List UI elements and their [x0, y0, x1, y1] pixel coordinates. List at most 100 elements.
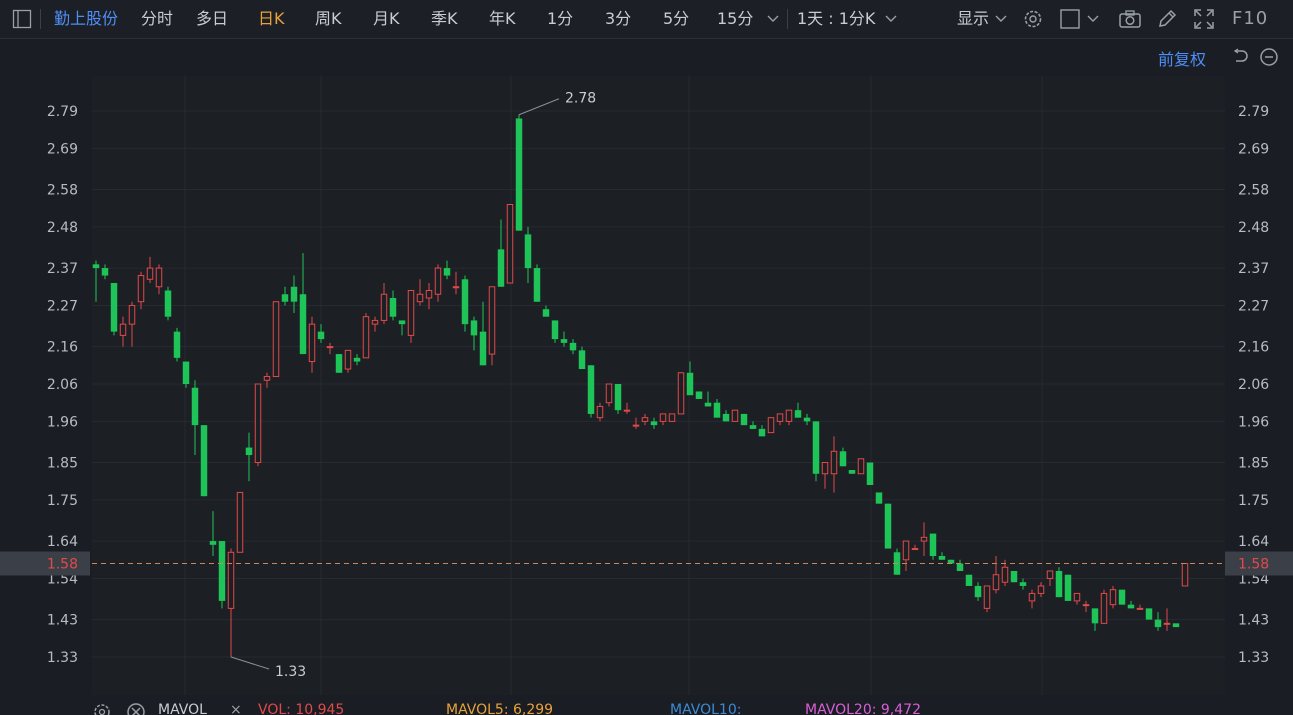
- candle-body: [641, 417, 649, 422]
- tab-5min[interactable]: 5分: [663, 9, 690, 28]
- candle-body: [956, 563, 964, 571]
- candle-body: [1037, 585, 1045, 594]
- candle-body: [551, 320, 559, 340]
- checkbox-icon[interactable]: [1058, 0, 1082, 38]
- candles: [92, 114, 1189, 657]
- indicator-close-icon[interactable]: ×: [230, 702, 242, 715]
- tab-15min[interactable]: 15分: [717, 9, 754, 28]
- sidebar-toggle-icon[interactable]: [10, 0, 34, 38]
- candle-body: [191, 387, 199, 426]
- price-tick-right: 2.37: [1238, 261, 1269, 277]
- high-annotation-leader: [518, 98, 560, 116]
- tab-season-k[interactable]: 季K: [431, 9, 458, 28]
- close-indicator-icon[interactable]: [126, 702, 146, 715]
- candle-body: [488, 286, 496, 355]
- chevron-down-icon[interactable]: [766, 0, 780, 38]
- candle-body: [146, 267, 154, 280]
- chevron-down-icon[interactable]: [884, 0, 898, 38]
- gear-icon[interactable]: [1021, 0, 1045, 38]
- candle-body: [416, 293, 424, 303]
- candle-body: [533, 268, 541, 302]
- display-select[interactable]: 显示: [957, 9, 990, 28]
- indicator-settings-icon[interactable]: [92, 702, 112, 715]
- candle-body: [155, 267, 163, 288]
- tab-fenshi[interactable]: 分时: [141, 9, 174, 28]
- tab-year-k[interactable]: 年K: [489, 9, 516, 28]
- low-annotation-leader: [230, 656, 270, 670]
- price-tick-left: 2.37: [47, 261, 78, 277]
- candle-body: [776, 413, 784, 422]
- f10-button[interactable]: F10: [1232, 8, 1269, 29]
- price-tick-left: 2.79: [47, 104, 78, 120]
- candle-body: [1136, 607, 1144, 610]
- candle-body: [857, 458, 865, 475]
- price-tick-left: 2.06: [47, 377, 78, 393]
- candle-body: [929, 533, 937, 557]
- chevron-down-icon[interactable]: [994, 0, 1008, 38]
- tab-week-k[interactable]: 周K: [315, 9, 342, 28]
- candle-body: [875, 492, 883, 504]
- candle-body: [371, 319, 379, 325]
- candle-body: [812, 421, 820, 474]
- price-tick-right: 1.54: [1238, 571, 1269, 587]
- price-tick-right: 2.48: [1238, 220, 1269, 236]
- candle-body: [866, 462, 874, 485]
- tab-multi-day[interactable]: 多日: [196, 9, 229, 28]
- candle-body: [200, 425, 208, 497]
- price-tick-right: 2.58: [1238, 183, 1269, 199]
- candle-body: [902, 540, 910, 561]
- indicator-name[interactable]: MAVOL: [158, 702, 207, 715]
- price-tick-right: 1.96: [1238, 414, 1269, 430]
- mavol20-value: MAVOL20: 9,472: [805, 702, 921, 715]
- camera-icon[interactable]: [1117, 0, 1143, 38]
- candle-body: [1118, 589, 1126, 605]
- candle-body: [596, 405, 604, 419]
- tab-1min[interactable]: 1分: [547, 9, 574, 28]
- low-annotation: 1.33: [275, 664, 306, 680]
- price-tick-right: 2.06: [1238, 377, 1269, 393]
- candle-body: [794, 410, 802, 418]
- candle-body: [425, 290, 433, 299]
- candle-body: [317, 331, 325, 340]
- candle-body: [128, 304, 136, 325]
- minus-circle-icon[interactable]: [1258, 46, 1280, 68]
- divider: [787, 9, 788, 29]
- candle-body: [173, 331, 181, 358]
- candle-body: [344, 349, 352, 370]
- stock-name[interactable]: 勤上股份: [54, 9, 119, 28]
- candle-body: [461, 279, 469, 325]
- fullscreen-icon[interactable]: [1192, 0, 1216, 38]
- tab-day-k[interactable]: 日K: [258, 9, 285, 28]
- current-price-tag-right: [1225, 551, 1293, 576]
- adjust-mode[interactable]: 前复权: [1158, 50, 1207, 69]
- candle-body: [560, 339, 568, 343]
- candle-body: [632, 424, 640, 427]
- candle-body: [299, 294, 307, 355]
- pencil-icon[interactable]: [1155, 0, 1179, 38]
- candle-body: [1127, 604, 1135, 609]
- candle-body: [749, 425, 757, 429]
- tab-month-k[interactable]: 月K: [373, 9, 400, 28]
- candle-body: [1145, 608, 1153, 620]
- candle-body: [497, 249, 505, 287]
- candle-body: [767, 417, 775, 434]
- candle-body: [803, 417, 811, 422]
- candle-body: [713, 402, 721, 418]
- price-tick-right: 1.43: [1238, 613, 1269, 629]
- tab-3min[interactable]: 3分: [605, 9, 632, 28]
- candle-body: [569, 342, 577, 351]
- high-annotation: 2.78: [565, 91, 596, 107]
- candle-body: [650, 421, 658, 426]
- current-price-label-left: 1.58: [47, 557, 78, 573]
- candle-body: [695, 391, 703, 399]
- candle-body: [236, 491, 244, 553]
- period-select[interactable]: 1天 : 1分K: [797, 9, 876, 28]
- price-tick-left: 1.43: [47, 613, 78, 629]
- candle-body: [614, 384, 622, 411]
- chevron-down-icon[interactable]: [1086, 0, 1100, 38]
- price-tick-right: 2.69: [1238, 141, 1269, 157]
- undo-icon[interactable]: [1230, 46, 1250, 68]
- candle-body: [542, 309, 550, 317]
- mavol10-value: MAVOL10:: [670, 702, 742, 715]
